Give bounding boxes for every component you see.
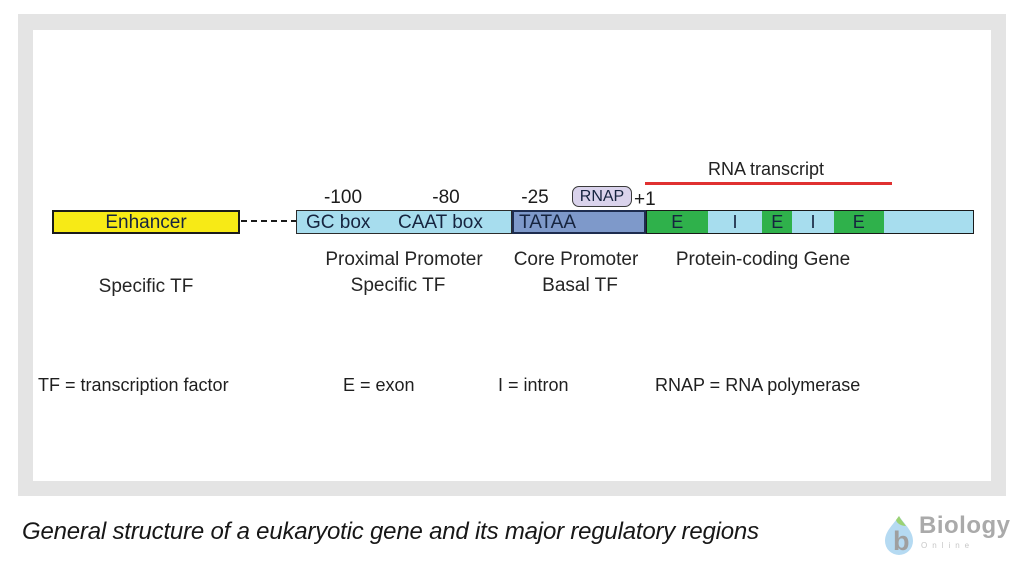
brand-logo: b Biology Online <box>882 514 1011 563</box>
protein-coding-gene-label: Protein-coding Gene <box>675 249 851 270</box>
tick-minus-25: -25 <box>521 187 549 208</box>
intron-segment: I <box>792 211 834 233</box>
proximal-promoter-box: GC box CAAT box <box>296 210 512 234</box>
intron-segment: I <box>707 211 763 233</box>
tick-plus-1: +1 <box>634 189 656 210</box>
legend-rnap: RNAP = RNA polymerase <box>655 375 861 395</box>
droplet-logo-icon: b <box>882 514 916 563</box>
proximal-promoter-label: Proximal Promoter <box>325 249 483 270</box>
gc-box-label: GC box <box>306 211 371 233</box>
exon-letter: E <box>852 212 865 232</box>
exon-segment: E <box>647 211 708 233</box>
rna-transcript-line <box>645 182 892 185</box>
core-promoter-sublabel: Basal TF <box>542 275 618 296</box>
svg-text:b: b <box>893 526 910 556</box>
exon-segment: E <box>833 211 884 233</box>
rna-transcript-label: RNA transcript <box>707 159 825 179</box>
enhancer-box: Enhancer <box>52 210 240 234</box>
intron-letter: I <box>810 212 816 232</box>
figure-caption: General structure of a eukaryotic gene a… <box>22 518 759 545</box>
diagram-panel <box>33 30 991 481</box>
core-promoter-box: TATAA <box>512 210 646 234</box>
intron-segment <box>883 211 973 233</box>
tick-minus-80: -80 <box>432 187 460 208</box>
brand-name: Biology <box>919 512 1011 539</box>
exon-segment: E <box>762 211 793 233</box>
brand-logo-text: Biology Online <box>919 512 1011 551</box>
proximal-promoter-sublabel: Specific TF <box>350 275 446 296</box>
tick-minus-100: -100 <box>323 187 363 208</box>
core-promoter-label: Core Promoter <box>513 249 639 270</box>
legend-exon: E = exon <box>343 375 415 395</box>
enhancer-sublabel: Specific TF <box>98 276 194 297</box>
legend-tf: TF = transcription factor <box>38 375 229 395</box>
exon-letter: E <box>671 212 684 232</box>
enhancer-promoter-connector <box>241 220 297 222</box>
rnap-badge: RNAP <box>572 186 632 207</box>
enhancer-label: Enhancer <box>105 211 187 233</box>
rnap-label: RNAP <box>579 187 625 205</box>
tataa-label: TATAA <box>519 211 576 233</box>
intron-letter: I <box>732 212 738 232</box>
brand-subname: Online <box>921 541 975 550</box>
caat-box-label: CAAT box <box>398 211 483 233</box>
legend-intron: I = intron <box>498 375 569 395</box>
exon-letter: E <box>771 212 784 232</box>
